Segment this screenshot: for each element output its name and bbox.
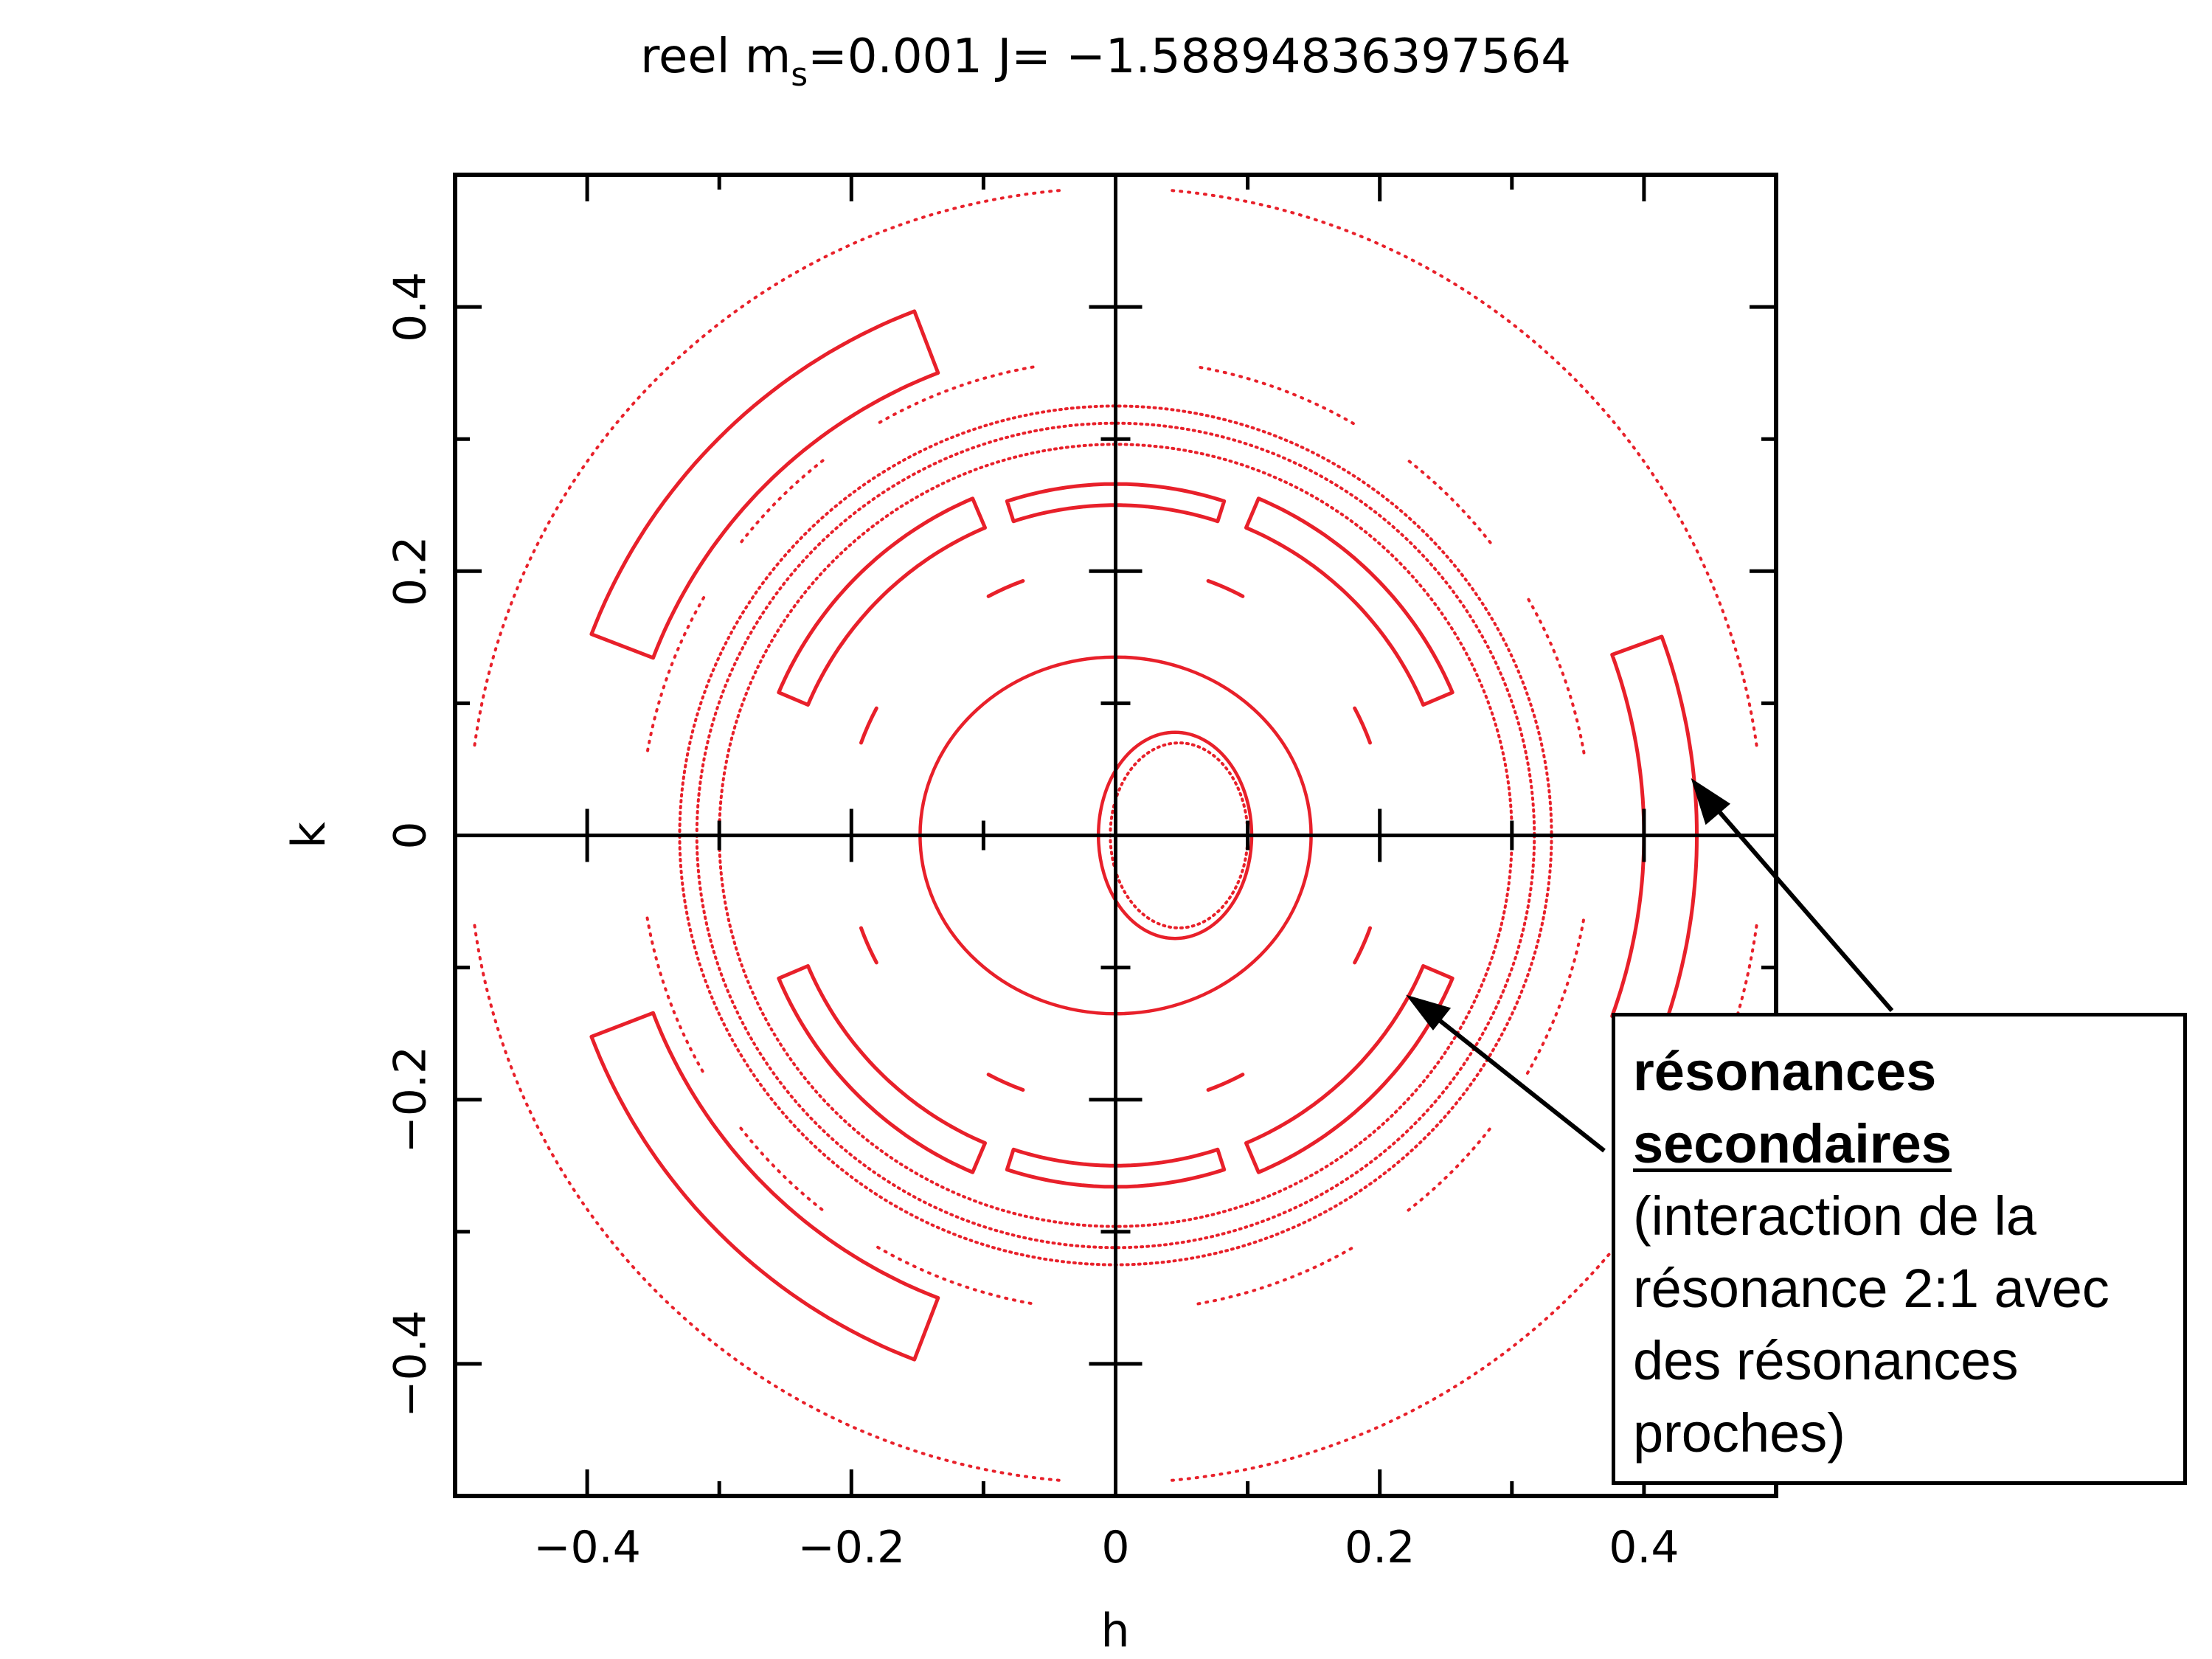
orbit-arc-7-3 (876, 365, 1035, 426)
y-tick-label: 0.4 (385, 271, 437, 342)
annotation-title: résonances (1633, 1041, 1937, 1102)
chart-title-suffix: =0.001 J= −1.58894836397564 (808, 30, 1571, 84)
x-tick-label: −0.4 (533, 1522, 641, 1573)
annotation-arrow-inner (1426, 1008, 1606, 1153)
annotation-subtitle: secondaires (1633, 1113, 1952, 1174)
orbit-arc-6-1 (473, 189, 1061, 747)
x-tick-label: 0 (1101, 1522, 1129, 1573)
y-tick-label: 0 (385, 821, 437, 849)
y-tick-label: −0.2 (385, 1046, 437, 1154)
orbit-arc-8-5 (986, 1073, 1025, 1092)
orbit-arc-8-1 (1206, 578, 1245, 598)
annotation-line-5: des résonances (1633, 1330, 2019, 1391)
orbit-arc-7-6 (645, 916, 706, 1075)
x-axis-label: h (1100, 1604, 1129, 1658)
orbit-arc-8-6 (1206, 1073, 1245, 1092)
annotation-line-6: proches) (1633, 1402, 1845, 1464)
orbit-arc-7-1 (1407, 459, 1492, 544)
annotation-arrows (1406, 777, 1894, 1153)
orbit-arc-7-0 (1525, 596, 1586, 755)
y-tick-label: −0.4 (385, 1310, 437, 1418)
orbit-arc-7-2 (1196, 365, 1355, 426)
resonance-island-9-2 (777, 964, 987, 1174)
y-tick-label: 0.2 (385, 536, 437, 606)
chart-title-prefix: reel m (640, 30, 791, 84)
chart-title: reel ms=0.001 J= −1.58894836397564 (640, 30, 1571, 94)
resonance-island-11-0 (589, 309, 940, 660)
orbit-arc-6-0 (1170, 189, 1758, 747)
resonance-island-10-1 (1005, 1147, 1227, 1189)
orbit-arc-7-10 (1407, 1126, 1492, 1212)
resonance-island-11-1 (589, 1011, 940, 1362)
resonance-island-9-0 (1244, 496, 1455, 707)
annotation-line-3: (interaction de la (1633, 1185, 2037, 1247)
orbit-arc-6-2 (473, 924, 1061, 1482)
chart-axes (453, 173, 1778, 1498)
orbit-arc-7-5 (645, 596, 706, 755)
x-tick-label: 0.4 (1609, 1522, 1679, 1573)
annotation-arrow-outer-head (1691, 777, 1731, 825)
x-tick-label: 0.2 (1345, 1522, 1415, 1573)
orbit-arc-8-4 (859, 926, 878, 965)
resonance-island-10-0 (1005, 482, 1227, 524)
orbit-arc-8-3 (859, 706, 878, 745)
orbit-arc-7-8 (876, 1245, 1035, 1306)
annotation-box: résonances secondaires (interaction de l… (1612, 1013, 2187, 1485)
orbit-arc-8-2 (986, 578, 1025, 598)
chart-ticks: −0.4 −0.2 0 0.2 0.4 −0.4 −0.2 0 0.2 0.4 (385, 175, 1776, 1573)
annotation-line-4: résonance 2:1 avec (1633, 1258, 2109, 1319)
resonance-island-9-1 (777, 496, 987, 707)
annotation-arrow-inner-head (1406, 994, 1452, 1031)
orbit-arc-7-9 (1196, 1245, 1355, 1306)
orbit-arc-8-7 (1353, 926, 1373, 965)
orbit-arc-8-0 (1353, 706, 1373, 745)
annotation-arrow-outer (1705, 797, 1894, 1012)
y-axis-label: k (282, 822, 336, 848)
resonance-island-9-3 (1244, 964, 1455, 1174)
orbit-arc-7-7 (739, 1126, 825, 1212)
orbit-arc-7-4 (739, 459, 825, 544)
resonance-island-12-0 (1610, 634, 1699, 1036)
orbit-arc-7-11 (1525, 916, 1586, 1075)
x-tick-label: −0.2 (797, 1522, 905, 1573)
chart-title-subscript: s (791, 56, 808, 94)
